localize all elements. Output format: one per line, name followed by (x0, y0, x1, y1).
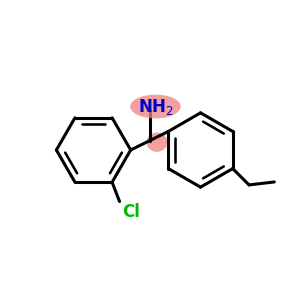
Text: NH$_2$: NH$_2$ (138, 97, 173, 116)
Ellipse shape (130, 94, 181, 118)
Text: Cl: Cl (122, 203, 140, 221)
Ellipse shape (146, 133, 167, 152)
